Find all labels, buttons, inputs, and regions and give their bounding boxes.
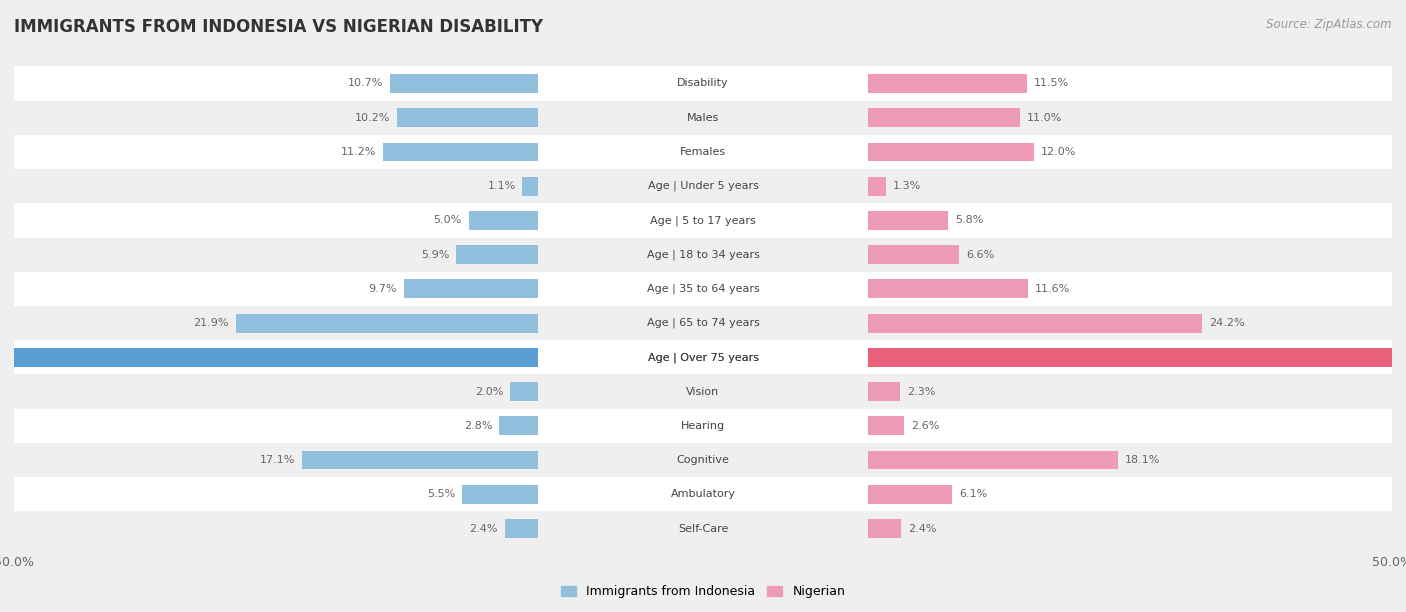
Bar (457, 245, 537, 264)
Text: Age | 5 to 17 years: Age | 5 to 17 years (650, 215, 756, 226)
Text: Age | Under 5 years: Age | Under 5 years (648, 181, 758, 192)
Text: 6.1%: 6.1% (959, 490, 987, 499)
Text: 2.6%: 2.6% (911, 421, 939, 431)
Text: Cognitive: Cognitive (676, 455, 730, 465)
Bar (14, 340, 1392, 375)
Bar (14, 477, 1392, 512)
Bar (869, 108, 1019, 127)
Bar (869, 74, 1026, 93)
Bar (0, 348, 537, 367)
Text: 1.3%: 1.3% (893, 181, 921, 191)
Text: 6.6%: 6.6% (966, 250, 994, 259)
Text: Ambulatory: Ambulatory (671, 490, 735, 499)
Bar (396, 108, 537, 127)
Text: 12.0%: 12.0% (1040, 147, 1076, 157)
Text: 11.6%: 11.6% (1035, 284, 1070, 294)
Text: 5.0%: 5.0% (433, 215, 461, 225)
Text: Hearing: Hearing (681, 421, 725, 431)
Text: Age | 65 to 74 years: Age | 65 to 74 years (647, 318, 759, 329)
Text: 11.2%: 11.2% (342, 147, 377, 157)
Text: Source: ZipAtlas.com: Source: ZipAtlas.com (1267, 18, 1392, 31)
Bar (869, 143, 1033, 162)
Bar (869, 416, 904, 435)
Bar (302, 450, 537, 469)
Bar (869, 348, 1406, 367)
Text: Males: Males (688, 113, 718, 122)
Bar (384, 143, 537, 162)
Text: 5.5%: 5.5% (427, 490, 456, 499)
Bar (404, 280, 537, 298)
Bar (869, 211, 948, 230)
Text: 1.1%: 1.1% (488, 181, 516, 191)
Bar (0, 348, 537, 367)
Bar (14, 237, 1392, 272)
Text: Age | Over 75 years: Age | Over 75 years (648, 352, 758, 362)
Text: 11.5%: 11.5% (1033, 78, 1069, 89)
Bar (14, 135, 1392, 169)
Text: 10.2%: 10.2% (354, 113, 391, 122)
Text: Vision: Vision (686, 387, 720, 397)
Bar (869, 314, 1202, 332)
Text: Age | 35 to 64 years: Age | 35 to 64 years (647, 283, 759, 294)
Bar (869, 245, 959, 264)
Text: 2.4%: 2.4% (908, 523, 936, 534)
Bar (869, 348, 1406, 367)
Bar (869, 450, 1118, 469)
Bar (510, 382, 537, 401)
Bar (14, 272, 1392, 306)
Text: Females: Females (681, 147, 725, 157)
Bar (14, 66, 1392, 100)
Legend: Immigrants from Indonesia, Nigerian: Immigrants from Indonesia, Nigerian (555, 580, 851, 603)
Bar (869, 382, 900, 401)
Bar (14, 306, 1392, 340)
Text: 24.2%: 24.2% (1209, 318, 1244, 328)
Bar (468, 211, 537, 230)
Text: 2.3%: 2.3% (907, 387, 935, 397)
Bar (14, 512, 1392, 546)
Text: Disability: Disability (678, 78, 728, 89)
Text: Age | 18 to 34 years: Age | 18 to 34 years (647, 250, 759, 260)
Text: 21.9%: 21.9% (194, 318, 229, 328)
Bar (14, 169, 1392, 203)
Bar (869, 177, 886, 196)
Bar (391, 74, 537, 93)
Bar (869, 519, 901, 538)
Bar (869, 485, 952, 504)
Text: 2.8%: 2.8% (464, 421, 492, 431)
Text: 18.1%: 18.1% (1125, 455, 1160, 465)
Bar (14, 375, 1392, 409)
Bar (14, 100, 1392, 135)
Bar (523, 177, 537, 196)
Bar (869, 280, 1028, 298)
Text: 5.9%: 5.9% (420, 250, 450, 259)
Bar (14, 443, 1392, 477)
Text: 2.4%: 2.4% (470, 523, 498, 534)
Text: Age | Over 75 years: Age | Over 75 years (648, 352, 758, 362)
Text: 11.0%: 11.0% (1026, 113, 1062, 122)
Text: 17.1%: 17.1% (260, 455, 295, 465)
Text: 9.7%: 9.7% (368, 284, 396, 294)
Bar (499, 416, 537, 435)
Bar (14, 203, 1392, 237)
Text: Self-Care: Self-Care (678, 523, 728, 534)
Bar (236, 314, 537, 332)
Text: IMMIGRANTS FROM INDONESIA VS NIGERIAN DISABILITY: IMMIGRANTS FROM INDONESIA VS NIGERIAN DI… (14, 18, 543, 36)
Bar (14, 409, 1392, 443)
Text: 2.0%: 2.0% (475, 387, 503, 397)
Bar (505, 519, 537, 538)
Bar (461, 485, 537, 504)
Text: 10.7%: 10.7% (347, 78, 384, 89)
Text: 5.8%: 5.8% (955, 215, 984, 225)
